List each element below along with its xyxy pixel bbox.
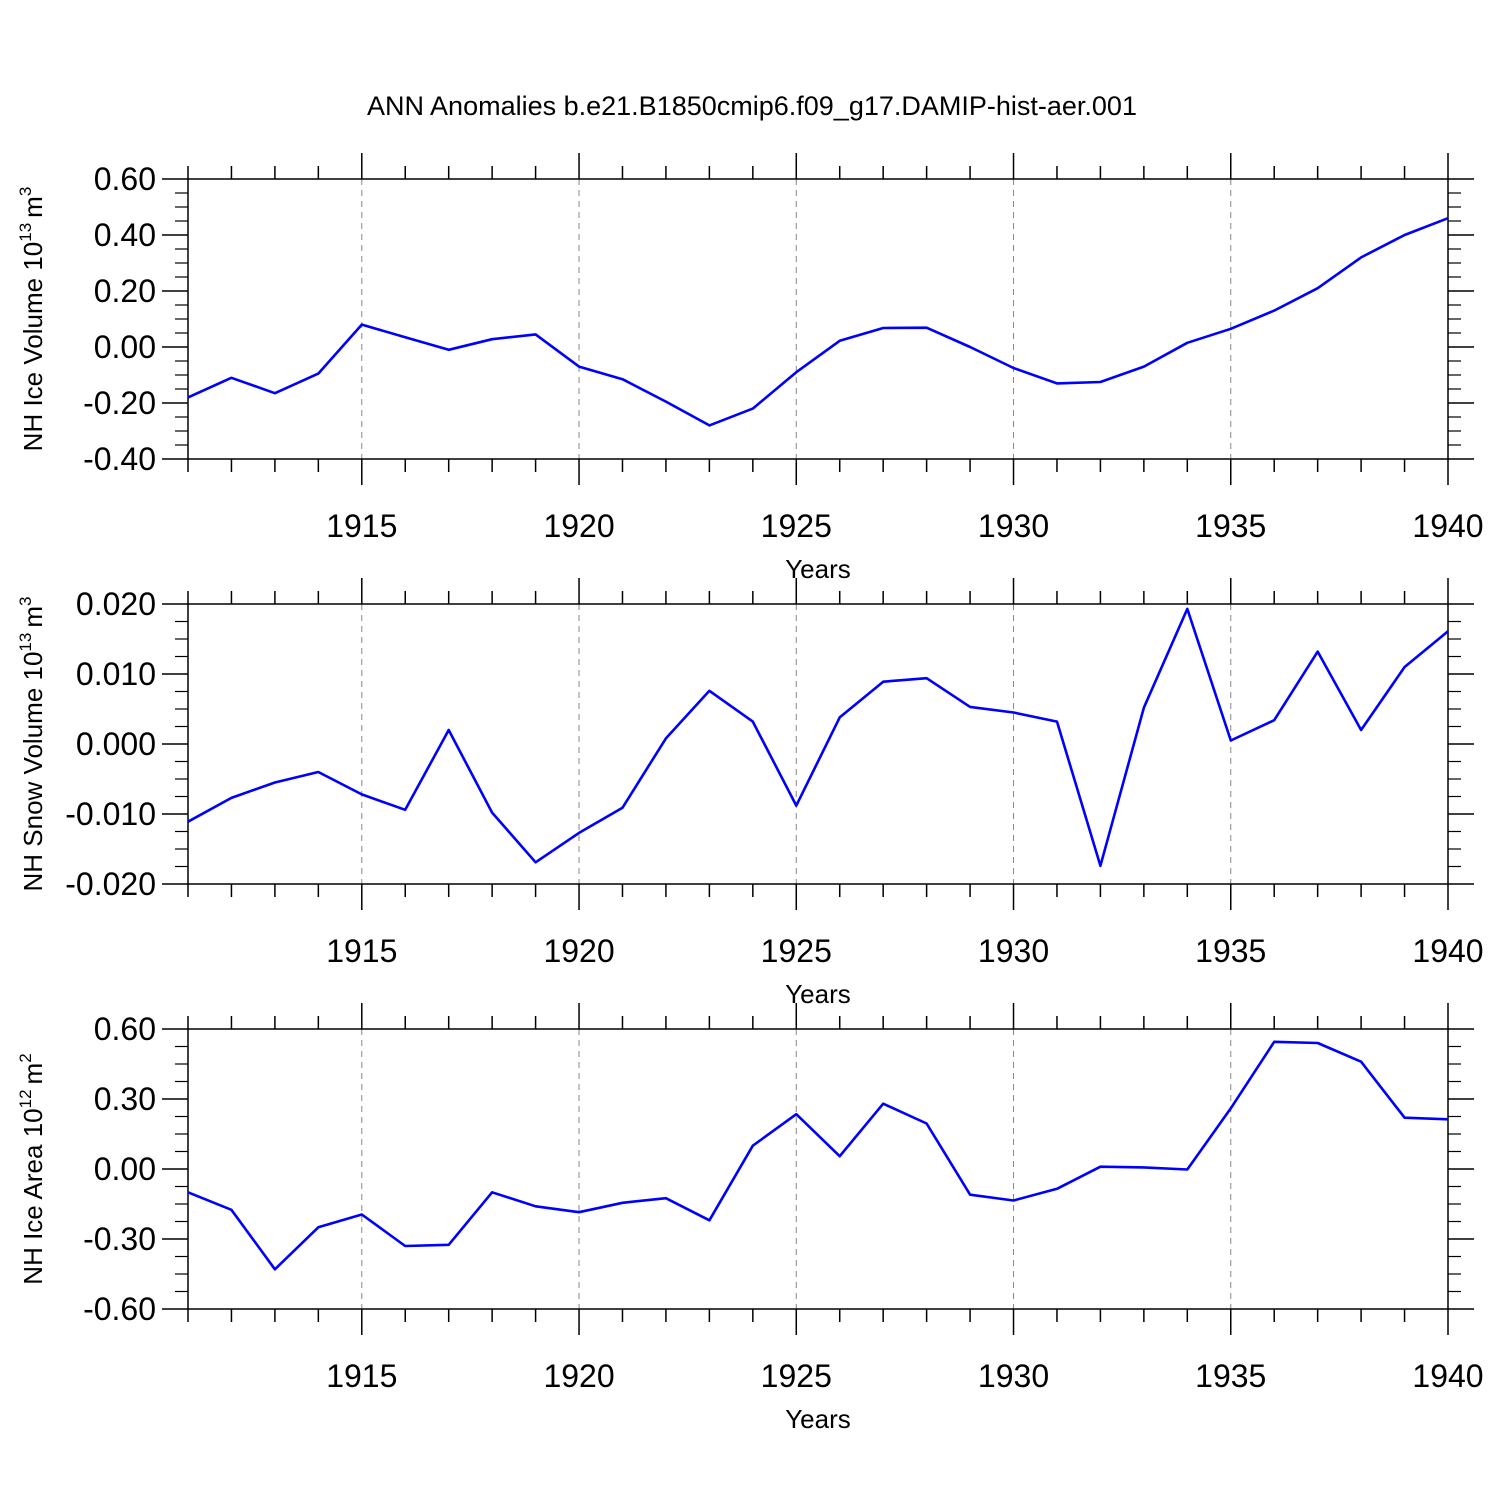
panels: -0.40 -0.20 0.00 0.20 0.40 0.60 1915 1920 1925 19…: [16, 153, 1484, 1434]
x-tick-label: 1930: [978, 933, 1049, 969]
y-tick-label: -0.40: [83, 441, 156, 477]
x-tick-label: 1925: [761, 508, 832, 544]
x-tick-label: 1930: [978, 508, 1049, 544]
y-axis-label-exponent: 13: [16, 223, 35, 242]
x-tick-label: 1930: [978, 1358, 1049, 1394]
y-axis-label-text: NH Ice Volume 10: [18, 242, 48, 452]
y-axis-label-unit-exponent: 3: [16, 597, 35, 606]
y-tick-label: 0.60: [94, 161, 156, 197]
x-tick-label: 1940: [1412, 508, 1483, 544]
y-axis-label-exponent: 12: [16, 1089, 35, 1108]
y-tick-label: 0.00: [94, 329, 156, 365]
y-tick-label: 0.000: [76, 726, 156, 762]
plot-frame: [187, 178, 1449, 460]
x-tick-label: 1920: [543, 1358, 614, 1394]
y-axis-label-unit-exponent: 2: [16, 1053, 35, 1062]
x-tick-label: 1915: [326, 1358, 397, 1394]
y-axis-label-unit-exponent: 3: [16, 187, 35, 196]
y-axis-label: NH Ice Volume 1013 m3: [16, 187, 48, 452]
y-tick-label: -0.010: [65, 796, 156, 832]
x-tick-label: 1920: [543, 933, 614, 969]
y-tick-label: 0.00: [94, 1151, 156, 1187]
chart-panel-3: -0.60 -0.30 0.00 0.30 0.60 1915 1920 1925 1930 19…: [16, 1003, 1484, 1434]
y-tick-label: -0.020: [65, 866, 156, 902]
y-axis-label-unit: m: [18, 196, 48, 218]
x-tick-label: 1935: [1195, 933, 1266, 969]
x-tick-label: 1925: [761, 933, 832, 969]
y-tick-label: 0.30: [94, 1081, 156, 1117]
series-line: [187, 607, 1449, 868]
series-line: [187, 216, 1449, 427]
figure-title: ANN Anomalies b.e21.B1850cmip6.f09_g17.D…: [367, 91, 1137, 121]
y-tick-label: 0.40: [94, 217, 156, 253]
x-tick-label: 1940: [1412, 933, 1483, 969]
y-axis-label-text: NH Ice Area 10: [18, 1108, 48, 1284]
y-axis-label: NH Ice Area 1012 m2: [16, 1053, 48, 1284]
chart-panel-2: -0.020 -0.010 0.000 0.010 0.020 1915 1920 1925 1…: [16, 578, 1484, 1009]
series-line: [187, 1040, 1449, 1271]
x-tick-label: 1915: [326, 933, 397, 969]
y-axis-label-exponent: 13: [16, 633, 35, 652]
chart-panel-1: -0.40 -0.20 0.00 0.20 0.40 0.60 1915 1920 1925 19…: [16, 153, 1484, 584]
y-axis-label-unit: m: [18, 1063, 48, 1085]
x-axis-label: Years: [785, 1404, 851, 1434]
y-tick-label: 0.20: [94, 273, 156, 309]
plot-frame: [187, 1028, 1449, 1310]
y-tick-label: 0.010: [76, 656, 156, 692]
y-tick-label: 0.60: [94, 1011, 156, 1047]
x-axis-label: Years: [785, 979, 851, 1009]
y-tick-label: -0.60: [83, 1291, 156, 1327]
x-tick-label: 1935: [1195, 1358, 1266, 1394]
x-tick-label: 1940: [1412, 1358, 1483, 1394]
y-tick-label: 0.020: [76, 586, 156, 622]
x-axis-label: Years: [785, 554, 851, 584]
y-tick-label: -0.20: [83, 385, 156, 421]
x-tick-label: 1915: [326, 508, 397, 544]
y-axis-label-unit: m: [18, 606, 48, 628]
y-axis-label-text: NH Snow Volume 10: [18, 652, 48, 892]
y-axis-label: NH Snow Volume 1013 m3: [16, 597, 48, 892]
x-tick-label: 1920: [543, 508, 614, 544]
plot-frame: [187, 603, 1449, 885]
x-tick-label: 1925: [761, 1358, 832, 1394]
x-tick-label: 1935: [1195, 508, 1266, 544]
y-tick-label: -0.30: [83, 1221, 156, 1257]
